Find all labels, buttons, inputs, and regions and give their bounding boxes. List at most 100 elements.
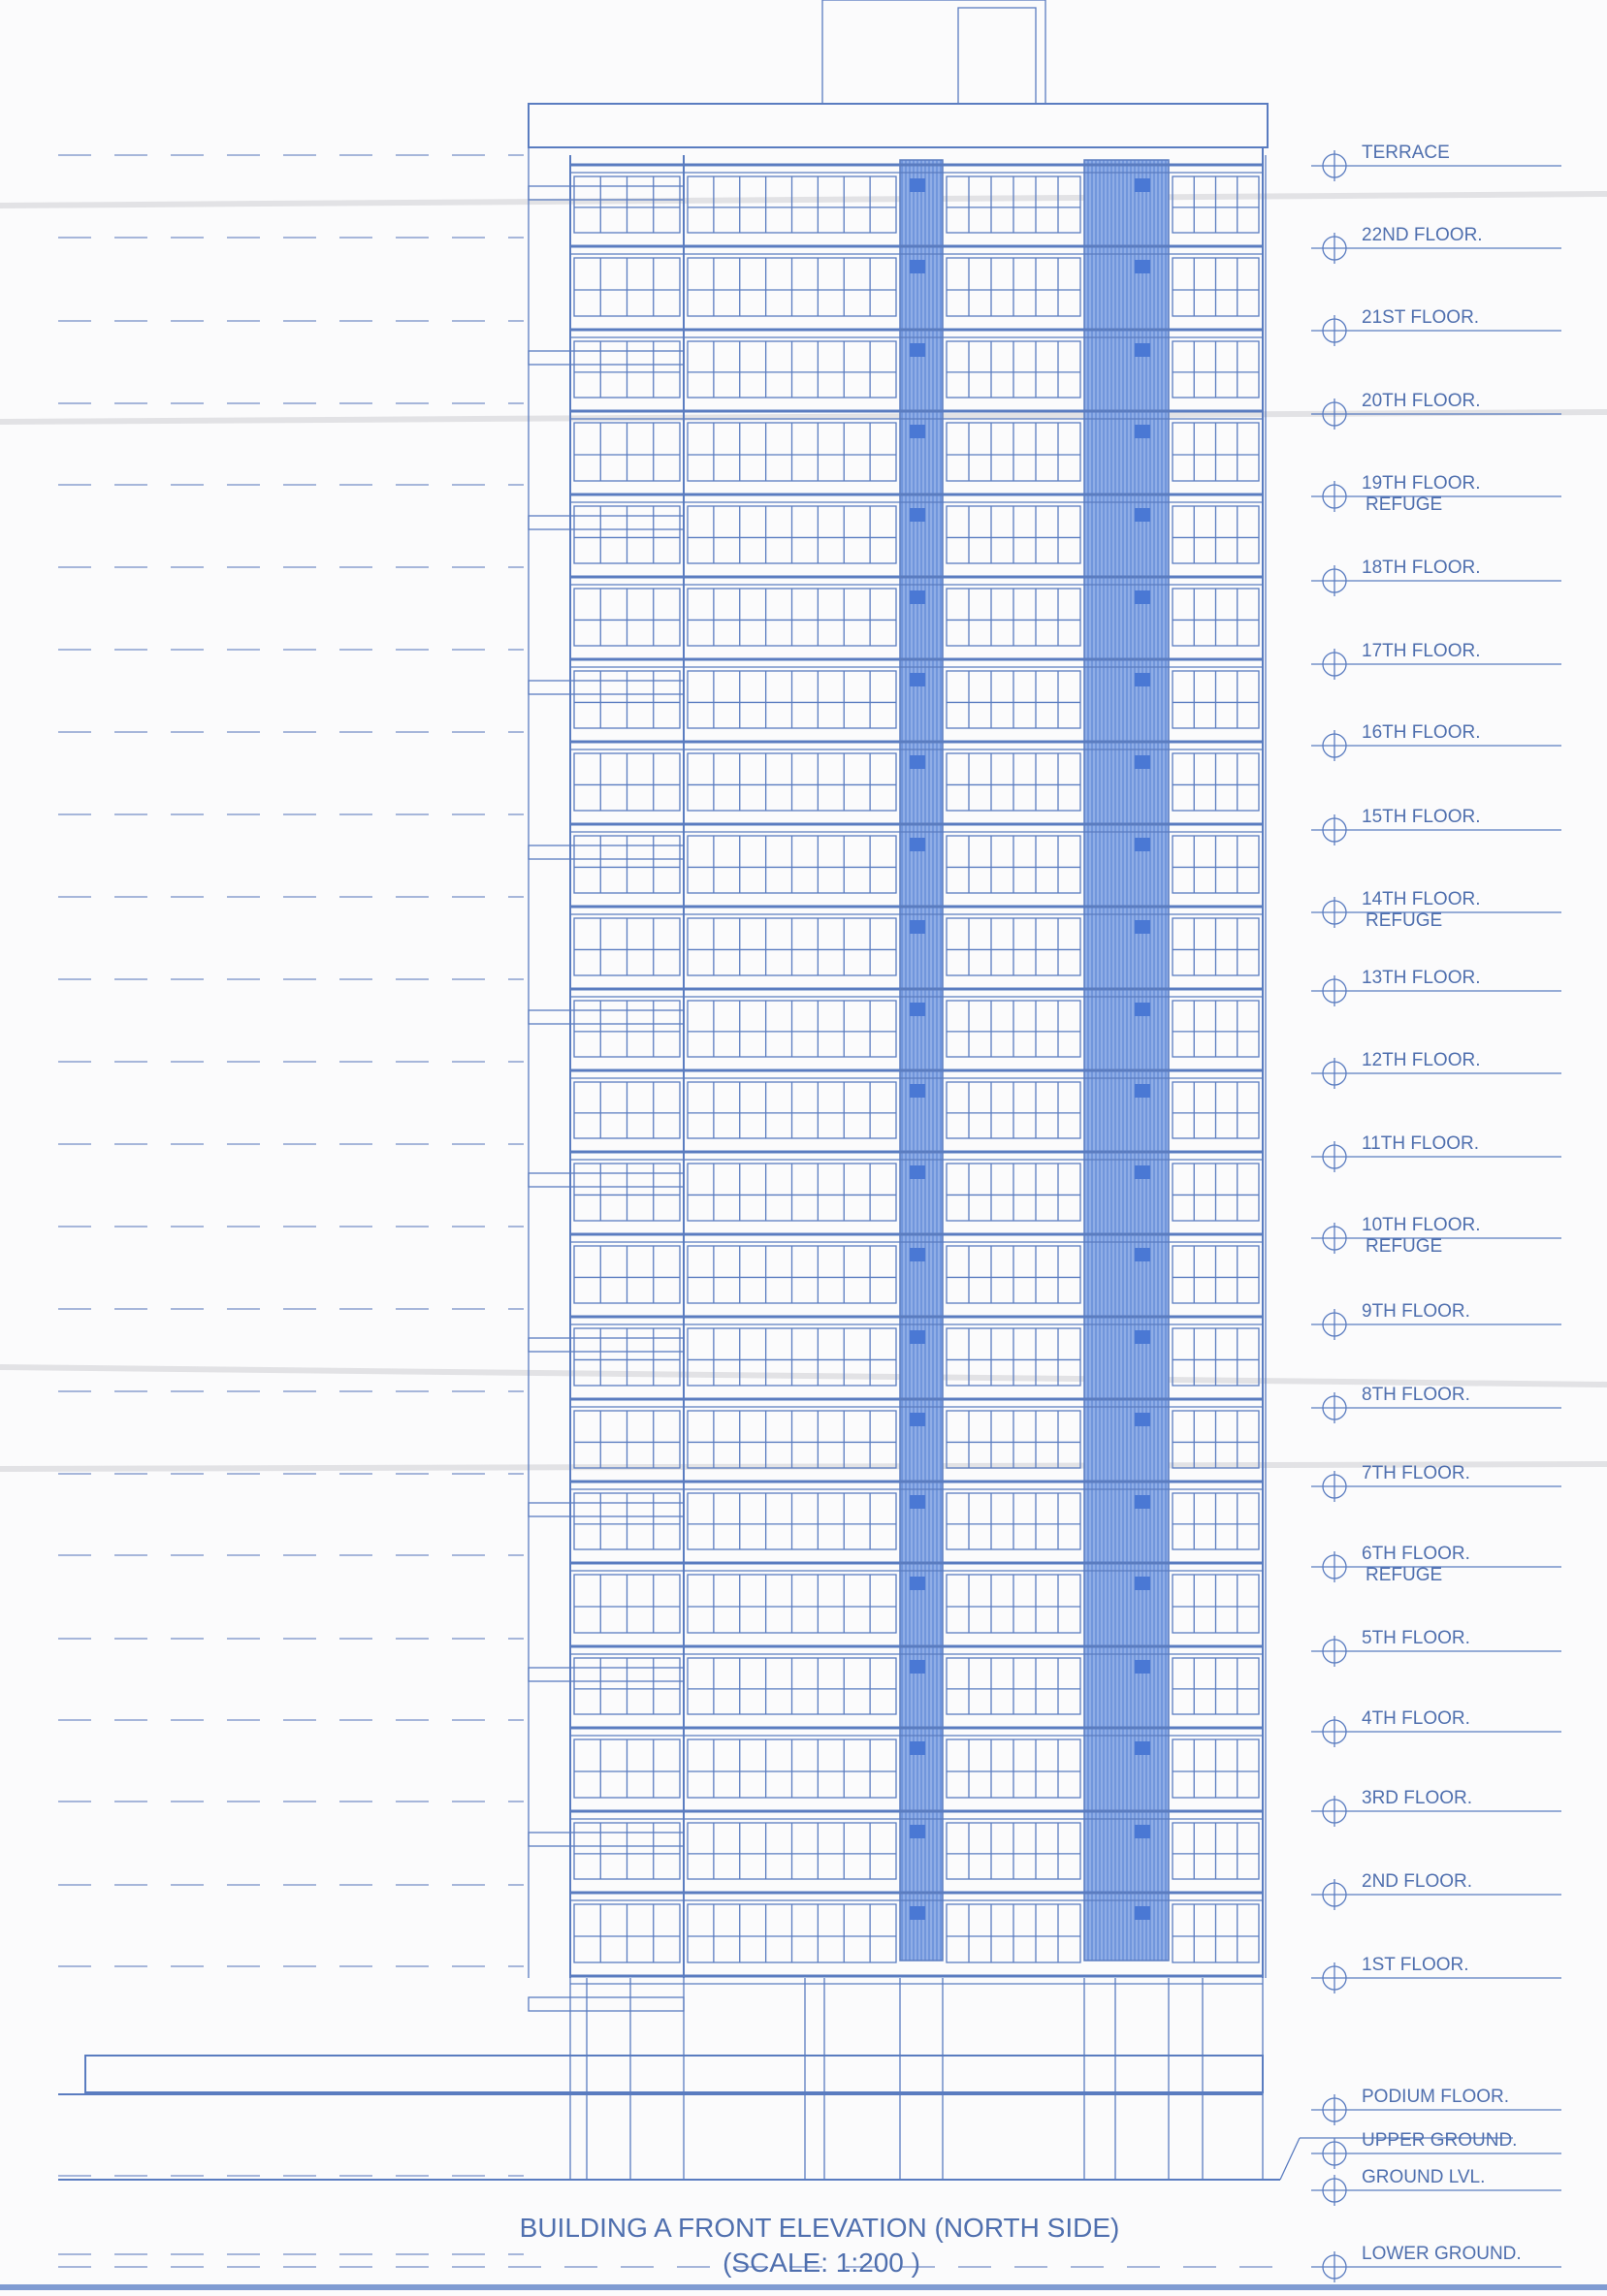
level-label-17th-floor: 17TH FLOOR. xyxy=(1362,641,1480,661)
shaft-vent-right xyxy=(1135,508,1150,522)
shaft-vent-right xyxy=(1135,260,1150,273)
level-marker-8th-floor: 8TH FLOOR. xyxy=(1311,1385,1561,1423)
floor-band-9 xyxy=(570,905,1263,976)
level-label-5th-floor: 5TH FLOOR. xyxy=(1362,1628,1470,1648)
floor-band-19 xyxy=(570,1726,1263,1799)
balcony-slab xyxy=(528,1337,685,1353)
floor-band-16 xyxy=(528,1480,1263,1550)
level-label-ground-lvl: GROUND LVL. xyxy=(1362,2167,1485,2187)
shaft-vent-left xyxy=(910,1577,925,1590)
shaft-vent-right xyxy=(1135,343,1150,357)
level-label-3rd-floor: 3RD FLOOR. xyxy=(1362,1788,1472,1808)
shaft-vent-left xyxy=(910,1413,925,1426)
level-label-12th-floor: 12TH FLOOR. xyxy=(1362,1050,1480,1070)
shaft-vent-left xyxy=(910,590,925,604)
shaft-vent-left xyxy=(910,920,925,934)
level-label-11th-floor: 11TH FLOOR. xyxy=(1362,1133,1479,1154)
level-marker-6th-floor: 6TH FLOOR.REFUGE xyxy=(1311,1544,1561,1585)
level-marker-18th-floor: 18TH FLOOR. xyxy=(1311,558,1561,596)
level-marker-lower-ground: LOWER GROUND. xyxy=(1311,2244,1561,2282)
level-marker-11th-floor: 11TH FLOOR. xyxy=(1311,1133,1561,1172)
shaft-vent-right xyxy=(1135,178,1150,192)
shaft-vent-left xyxy=(910,1248,925,1261)
shaft-vent-left xyxy=(910,425,925,438)
level-marker-podium-floor: PODIUM FLOOR. xyxy=(1311,2087,1561,2125)
roof-parapet xyxy=(528,103,1269,148)
level-label-14th-floor: 14TH FLOOR. xyxy=(1362,889,1480,909)
floor-band-7 xyxy=(570,740,1263,812)
level-marker-9th-floor: 9TH FLOOR. xyxy=(1311,1301,1561,1340)
shaft-vent-left xyxy=(910,1741,925,1755)
shaft-vent-left xyxy=(910,343,925,357)
level-label-podium-floor: PODIUM FLOOR. xyxy=(1362,2087,1509,2107)
level-label-terrace: TERRACE xyxy=(1362,143,1450,163)
shaft-vent-left xyxy=(910,260,925,273)
level-label-15th-floor: 15TH FLOOR. xyxy=(1362,807,1480,827)
floor-band-11 xyxy=(570,1068,1263,1139)
level-label-19th-floor: 19TH FLOOR. xyxy=(1362,473,1480,494)
floor-band-5 xyxy=(570,575,1263,647)
sheet-bottom-border xyxy=(0,2284,1607,2290)
ground-ramp xyxy=(1279,2137,1301,2181)
floor-band-17 xyxy=(570,1561,1263,1634)
floor-band-10 xyxy=(528,987,1263,1058)
floor-band-20 xyxy=(528,1809,1263,1880)
balcony-slab xyxy=(528,1832,685,1847)
level-label-4th-floor: 4TH FLOOR. xyxy=(1362,1708,1470,1729)
shaft-vent-left xyxy=(910,1495,925,1509)
balcony-slab xyxy=(528,1667,685,1682)
level-sublabel-6th-floor: REFUGE xyxy=(1366,1565,1442,1585)
level-marker-20th-floor: 20TH FLOOR. xyxy=(1311,391,1561,430)
level-label-1st-floor: 1ST FLOOR. xyxy=(1362,1955,1469,1975)
level-marker-2nd-floor: 2ND FLOOR. xyxy=(1311,1871,1561,1910)
shaft-vent-right xyxy=(1135,1248,1150,1261)
floor-band-12 xyxy=(528,1150,1263,1222)
floor-band-13 xyxy=(570,1232,1263,1304)
level-marker-12th-floor: 12TH FLOOR. xyxy=(1311,1050,1561,1089)
level-label-7th-floor: 7TH FLOOR. xyxy=(1362,1463,1470,1483)
floor-band-2 xyxy=(528,328,1263,399)
level-marker-ground-lvl: GROUND LVL. xyxy=(1311,2167,1561,2206)
paper-crease-2 xyxy=(0,1364,1607,1387)
floor-band-3 xyxy=(570,409,1263,482)
level-label-8th-floor: 8TH FLOOR. xyxy=(1362,1385,1470,1405)
level-marker-14th-floor: 14TH FLOOR.REFUGE xyxy=(1311,889,1561,931)
floor-band-6 xyxy=(528,657,1263,729)
shaft-vent-left xyxy=(910,508,925,522)
floor-band-1 xyxy=(570,244,1263,317)
floor-band-22 xyxy=(528,1974,1263,2012)
drawing-scale: (SCALE: 1:200 ) xyxy=(723,2248,920,2278)
balcony-slab xyxy=(528,1996,685,2012)
level-label-20th-floor: 20TH FLOOR. xyxy=(1362,391,1480,411)
level-sublabel-10th-floor: REFUGE xyxy=(1366,1236,1442,1257)
level-label-upper-ground: UPPER GROUND. xyxy=(1362,2130,1517,2151)
shaft-vent-right xyxy=(1135,1413,1150,1426)
level-marker-22nd-floor: 22ND FLOOR. xyxy=(1311,225,1561,264)
level-label-lower-ground: LOWER GROUND. xyxy=(1362,2244,1522,2264)
roof-water-tank xyxy=(957,7,1037,105)
shaft-vent-left xyxy=(910,1660,925,1674)
balcony-slab xyxy=(528,680,685,695)
shaft-vent-left xyxy=(910,838,925,851)
floor-band-18 xyxy=(528,1644,1263,1715)
shaft-vent-right xyxy=(1135,1165,1150,1179)
paper-crease-3 xyxy=(0,1461,1607,1472)
level-label-22nd-floor: 22ND FLOOR. xyxy=(1362,225,1483,245)
level-marker-3rd-floor: 3RD FLOOR. xyxy=(1311,1788,1561,1827)
balcony-slab xyxy=(528,515,685,530)
level-sublabel-14th-floor: REFUGE xyxy=(1366,910,1442,931)
level-marker-terrace: TERRACE xyxy=(1311,143,1561,181)
shaft-vent-right xyxy=(1135,1330,1150,1344)
shaft-vent-right xyxy=(1135,1660,1150,1674)
level-marker-10th-floor: 10TH FLOOR.REFUGE xyxy=(1311,1215,1561,1257)
level-marker-21st-floor: 21ST FLOOR. xyxy=(1311,307,1561,346)
shaft-vent-right xyxy=(1135,838,1150,851)
level-label-21st-floor: 21ST FLOOR. xyxy=(1362,307,1479,328)
balcony-slab xyxy=(528,350,685,366)
shaft-vent-right xyxy=(1135,1084,1150,1098)
shaft-vent-right xyxy=(1135,1741,1150,1755)
level-label-2nd-floor: 2ND FLOOR. xyxy=(1362,1871,1472,1892)
shaft-vent-left xyxy=(910,178,925,192)
